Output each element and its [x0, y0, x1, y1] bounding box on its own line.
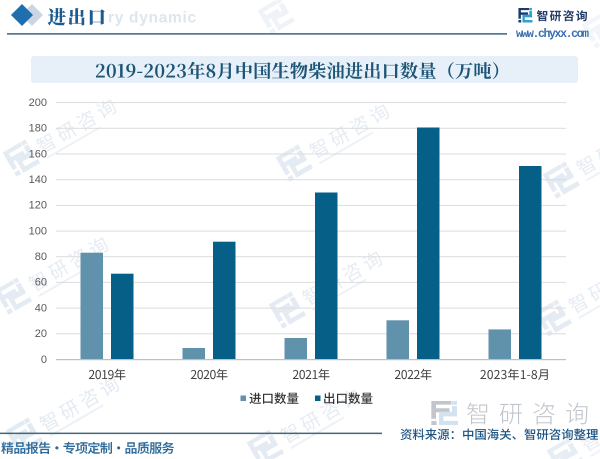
- svg-text:180: 180: [29, 123, 47, 135]
- svg-text:160: 160: [29, 148, 47, 160]
- svg-text:60: 60: [35, 277, 47, 289]
- svg-text:www.chyxx.com: www.chyxx.com: [516, 28, 589, 41]
- svg-text:120: 120: [29, 200, 47, 212]
- svg-text:ry dynamic: ry dynamic: [108, 10, 197, 27]
- svg-text:100: 100: [29, 225, 47, 237]
- svg-text:40: 40: [35, 302, 47, 314]
- svg-text:0: 0: [41, 354, 47, 366]
- svg-text:20: 20: [35, 328, 47, 340]
- svg-text:140: 140: [29, 174, 47, 186]
- svg-text:80: 80: [35, 251, 47, 263]
- svg-text:200: 200: [29, 97, 47, 109]
